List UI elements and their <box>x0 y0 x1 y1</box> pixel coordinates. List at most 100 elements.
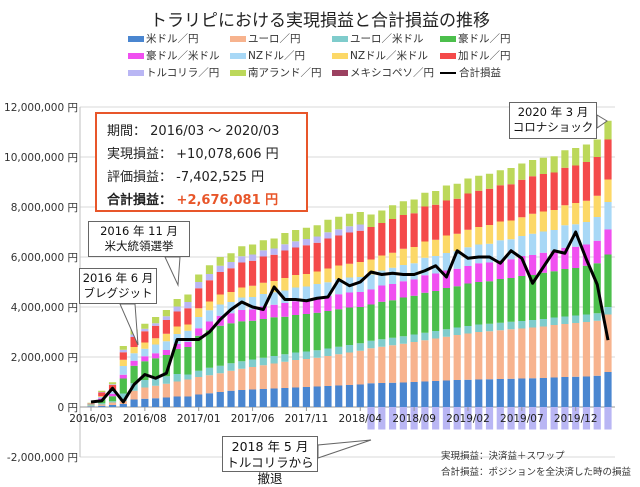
bar-segment-1 <box>389 345 396 383</box>
bar-segment-6 <box>475 227 482 245</box>
bar-segment-0 <box>529 378 536 407</box>
bar-segment-8 <box>184 302 191 308</box>
bar-segment-5 <box>130 353 137 361</box>
annotation-corona-text: コロナショック <box>510 120 596 135</box>
bar-segment-2 <box>454 328 461 336</box>
bar-segment-1 <box>551 325 558 378</box>
bar-segment-3 <box>507 278 514 322</box>
bar-segment-2 <box>518 321 525 329</box>
bar-segment-1 <box>141 388 148 399</box>
bar-segment-0 <box>507 379 514 407</box>
bar-segment-8 <box>281 244 288 250</box>
bar-segment-9 <box>324 220 331 233</box>
bar-segment-7 <box>174 312 181 327</box>
bar-segment-7 <box>464 194 471 230</box>
note-realized: 実現損益：決済益＋スワップ <box>441 448 565 462</box>
note-total: 合計損益：ポジションを全決済した時の損益 <box>441 464 631 478</box>
bar-segment-4 <box>152 353 159 358</box>
bar-segment-9 <box>604 121 611 140</box>
bar-segment-7 <box>303 245 310 274</box>
bar-segment-0 <box>184 397 191 408</box>
bar-segment-6 <box>454 234 461 252</box>
bar-segment-8 <box>174 307 181 312</box>
bar-segment-6 <box>518 217 525 236</box>
bar-segment-5 <box>152 345 159 354</box>
total-value: +2,676,081 円 <box>177 193 279 208</box>
bar-segment-7 <box>529 176 536 214</box>
bar-segment-0 <box>400 383 407 408</box>
bar-segment-2 <box>432 331 439 339</box>
bar-segment-6 <box>464 230 471 248</box>
bar-segment-0 <box>378 383 385 407</box>
bar-segment-2 <box>206 368 213 376</box>
bar-segment-7 <box>292 248 299 276</box>
bar-segment-6 <box>260 283 267 294</box>
bar-segment-1 <box>292 360 299 388</box>
bar-segment-5 <box>497 240 504 260</box>
bar-segment-0 <box>271 389 278 408</box>
bar-segment-9 <box>271 239 278 249</box>
bar-segment-6 <box>281 278 288 291</box>
bar-segment-3 <box>227 323 234 363</box>
bar-segment-2 <box>475 325 482 333</box>
bar-segment-6 <box>432 240 439 256</box>
bar-segment-0 <box>141 399 148 407</box>
bar-segment-1 <box>260 365 267 389</box>
bar-segment-2 <box>551 318 558 326</box>
bar-segment-6 <box>551 210 558 230</box>
bar-segment-6 <box>411 247 418 263</box>
bar-segment-9 <box>238 246 245 256</box>
bar-segment-4 <box>184 342 191 347</box>
bar-segment-9 <box>572 148 579 166</box>
bar-segment-8 <box>292 241 299 247</box>
bar-segment-4 <box>271 305 278 318</box>
bar-segment-0 <box>604 372 611 407</box>
annotation-brexit-pointer <box>120 304 138 345</box>
bar-segment-2 <box>529 320 536 328</box>
bar-segment-3 <box>443 288 450 329</box>
y-tick-label: 4,000,000 円 <box>11 302 78 314</box>
bar-segment-1 <box>432 339 439 382</box>
bar-segment-9 <box>486 174 493 189</box>
bar-segment-9 <box>163 310 170 316</box>
bar-segment-3 <box>475 282 482 325</box>
bar-segment-1 <box>400 344 407 383</box>
bar-segment-4 <box>411 280 418 296</box>
bar-segment-3 <box>389 300 396 338</box>
bar-segment-6 <box>303 274 310 287</box>
bar-segment-3 <box>120 379 127 394</box>
bar-segment-1 <box>346 353 353 386</box>
bar-segment-0 <box>174 397 181 408</box>
bar-segment-4 <box>604 230 611 255</box>
bar-segment-4 <box>292 301 299 315</box>
bar-segment-3 <box>314 313 321 351</box>
bar-segment-6 <box>184 325 191 331</box>
bar-segment-2 <box>357 343 364 351</box>
bar-segment-9 <box>217 257 224 266</box>
bar-segment-6 <box>400 249 407 265</box>
bar-segment-4 <box>454 269 461 287</box>
bar-segment-7 <box>421 207 428 242</box>
bar-segment-7 <box>163 320 170 334</box>
bar-segment-3 <box>238 321 245 361</box>
x-tick-label: 2019/02 <box>446 413 490 425</box>
bar-segment-0 <box>163 398 170 408</box>
bar-segment-1 <box>454 335 461 380</box>
bar-segment-3 <box>174 349 181 374</box>
bar-segment-3 <box>303 314 310 352</box>
bar-segment-5 <box>540 232 547 253</box>
bar-segment-7 <box>389 219 396 253</box>
bar-segment-0 <box>206 393 213 407</box>
bar-segment-6 <box>507 221 514 240</box>
bar-segment-5 <box>475 245 482 264</box>
realized-row: 実現損益： +10,078,606 円 <box>107 143 306 166</box>
bar-segment-3 <box>367 305 374 341</box>
bar-segment-1 <box>486 331 493 379</box>
bar-segment-9 <box>314 225 321 236</box>
bar-segment-0 <box>281 388 288 407</box>
bar-segment-7 <box>335 236 342 266</box>
annotation-corona: 2020 年 3 月 コロナショック <box>509 102 597 139</box>
bar-segment-5 <box>604 202 611 230</box>
bar-segment-0 <box>87 406 94 407</box>
bar-segment-6 <box>594 196 601 217</box>
